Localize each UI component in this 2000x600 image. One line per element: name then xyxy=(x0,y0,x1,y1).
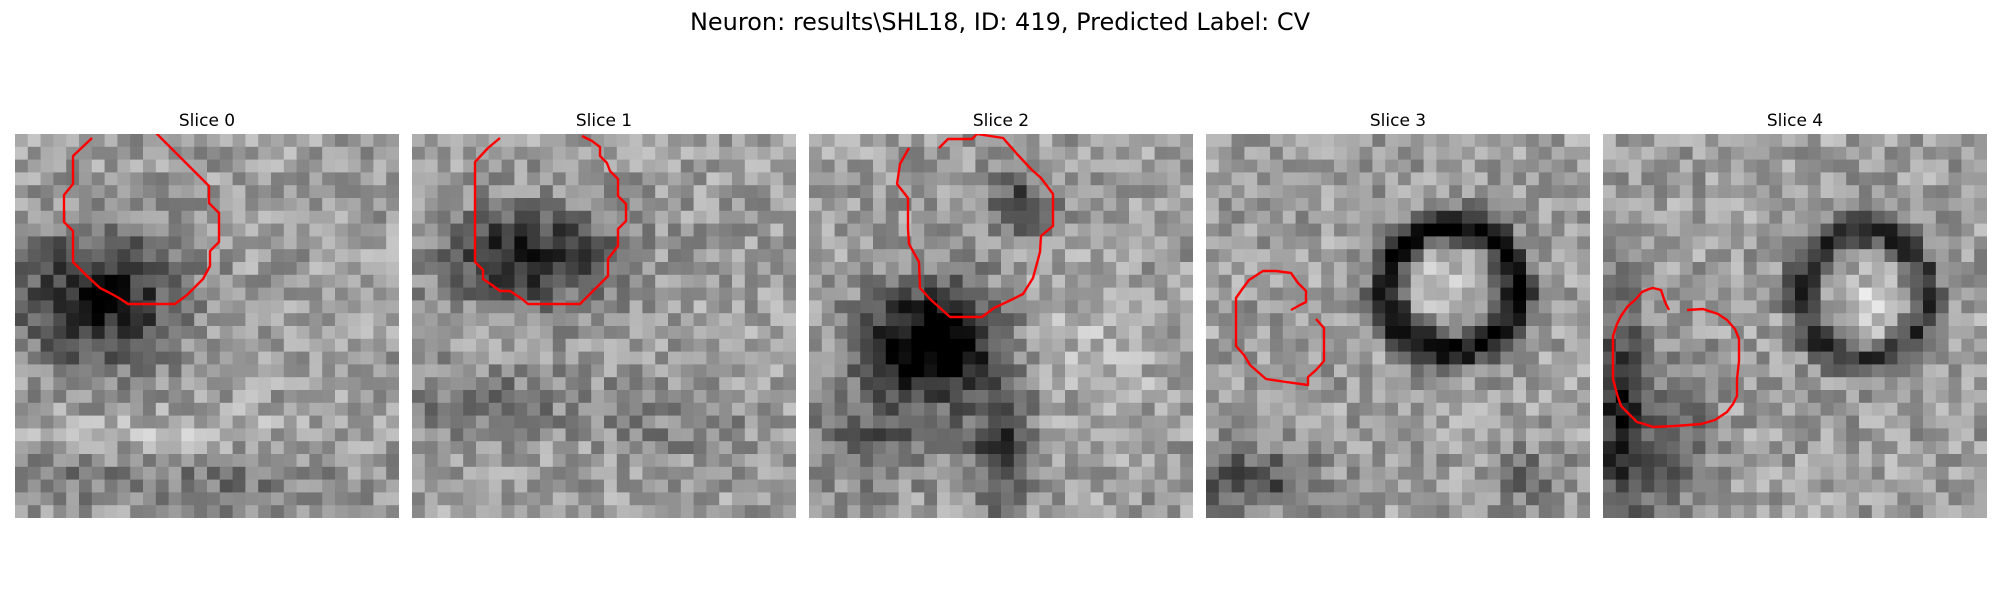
slice-panel-4: Slice 4 xyxy=(1603,108,1987,518)
pixel-grid xyxy=(809,134,1193,518)
slice-title-2: Slice 2 xyxy=(972,111,1030,131)
red-contour-icon xyxy=(473,134,628,306)
slice-image-4 xyxy=(1603,134,1987,518)
pixel-grid xyxy=(1603,134,1987,518)
slice-image-2 xyxy=(809,134,1193,518)
red-contour-icon xyxy=(895,134,1055,319)
figure-title: Neuron: results\SHL18, ID: 419, Predicte… xyxy=(689,8,1311,36)
pixel-grid xyxy=(1206,134,1590,518)
slice-panel-3: Slice 3 xyxy=(1206,108,1590,518)
slice-image-3 xyxy=(1206,134,1590,518)
slice-title-1: Slice 1 xyxy=(575,111,633,131)
slice-title-3: Slice 3 xyxy=(1369,111,1427,131)
slice-panel-0: Slice 0 xyxy=(15,108,399,518)
red-contour-icon xyxy=(1611,286,1741,429)
slice-title-0: Slice 0 xyxy=(178,111,236,131)
slice-image-0 xyxy=(15,134,399,518)
slice-title-4: Slice 4 xyxy=(1766,111,1824,131)
slice-panel-2: Slice 2 xyxy=(809,108,1193,518)
red-contour-icon xyxy=(62,134,221,306)
red-contour-icon xyxy=(1234,269,1326,387)
slice-panel-1: Slice 1 xyxy=(412,108,796,518)
slice-image-1 xyxy=(412,134,796,518)
pixel-grid xyxy=(412,134,796,518)
pixel-grid xyxy=(15,134,399,518)
